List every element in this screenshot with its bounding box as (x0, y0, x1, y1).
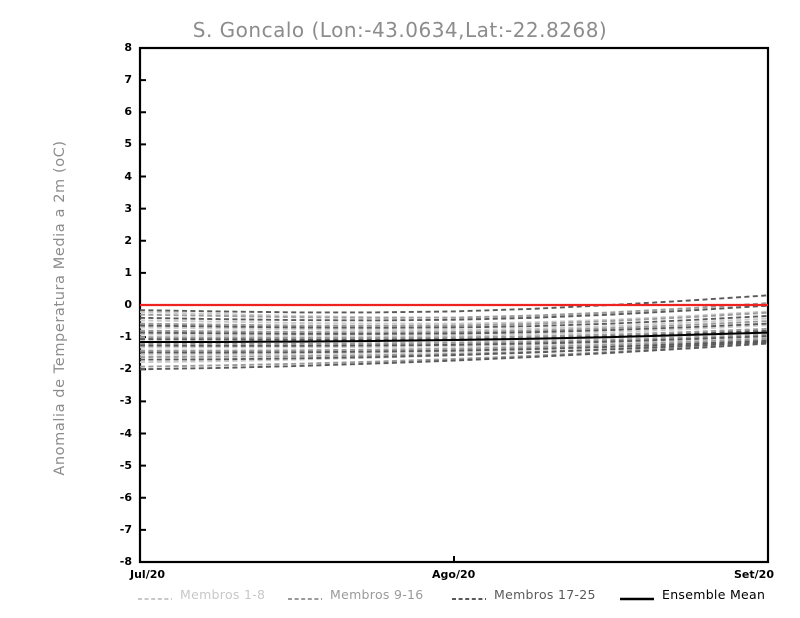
member-line (140, 335, 768, 347)
ensemble-mean-line (140, 331, 768, 343)
member-line (140, 337, 768, 352)
y-axis-tick-label: -3 (119, 394, 132, 408)
legend-item[interactable]: Membros 1-8 (138, 586, 265, 602)
x-axis-tick-label: Jul/20 (130, 568, 166, 581)
legend-label: Ensemble Mean (662, 586, 766, 602)
member-line (140, 339, 768, 354)
y-axis-tick-label: 5 (124, 137, 132, 151)
member-line (140, 311, 768, 327)
member-line (140, 336, 768, 349)
member-line (140, 322, 768, 335)
member-line (140, 304, 768, 322)
y-axis-tick-label: -6 (119, 490, 132, 504)
series-group (140, 294, 768, 371)
y-axis-tick-label: 0 (124, 298, 132, 311)
legend-label: Membros 9-16 (330, 586, 424, 602)
member-line (140, 320, 768, 334)
member-line (140, 333, 768, 345)
member-line (140, 294, 768, 314)
member-line (140, 314, 768, 329)
legend-label: Membros 1-8 (180, 586, 266, 602)
x-axis-tick-label: Ago/20 (432, 568, 476, 581)
y-axis-tick-label: 3 (124, 201, 132, 215)
y-axis-tick-label: -5 (119, 458, 132, 472)
y-axis-tick-label: 6 (124, 105, 132, 119)
member-line (140, 341, 768, 368)
y-axis-tick-label: -7 (119, 522, 132, 536)
legend-line-swatch (288, 589, 322, 600)
chart-title: S. Goncalo (Lon:-43.0634,Lat:-22.8268) (192, 18, 608, 42)
legend-item[interactable]: Ensemble Mean (620, 586, 765, 602)
legend-line-swatch (452, 589, 486, 600)
member-line (140, 342, 768, 371)
legend-item[interactable]: Membros 17-25 (452, 586, 596, 602)
legend-line-swatch (620, 589, 654, 601)
member-line (140, 324, 768, 338)
member-line (140, 317, 768, 332)
y-axis-tick-label: -8 (119, 555, 132, 568)
member-line (140, 340, 768, 361)
y-axis-tick-label: -4 (119, 426, 132, 440)
y-axis-tick-label: 4 (124, 169, 132, 183)
chart-legend: Membros 1-8 Membros 9-16 Membros 17-25 Ense… (0, 586, 800, 606)
legend-item[interactable]: Membros 9-16 (288, 586, 424, 602)
y-axis-tick-label: 8 (124, 41, 132, 54)
y-axis-tick-label: 7 (124, 73, 132, 87)
member-line (140, 310, 768, 325)
legend-line-swatch (138, 589, 172, 600)
member-line (140, 302, 768, 319)
legend-label: Membros 17-25 (494, 586, 596, 602)
y-axis-tick-label: 1 (124, 265, 132, 279)
x-axis-tick-label: Set/20 (734, 568, 774, 581)
y-axis-tick-label: 2 (124, 233, 132, 247)
y-axis-tick-label: -1 (119, 330, 132, 344)
y-axis-tick-label: -2 (119, 362, 132, 376)
member-line (140, 327, 768, 339)
